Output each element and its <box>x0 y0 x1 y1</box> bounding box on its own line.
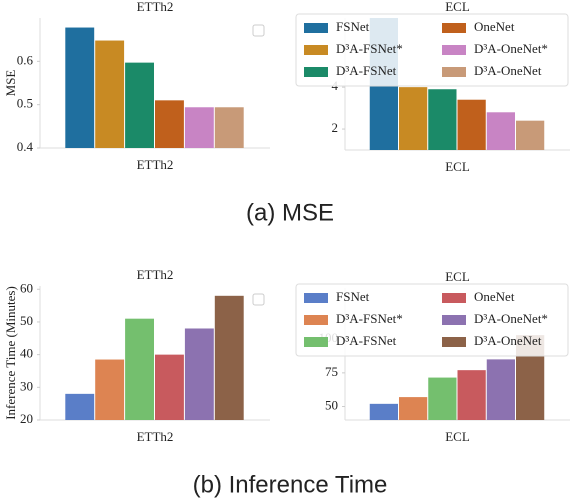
bar <box>125 318 154 420</box>
legend-swatch <box>442 337 466 347</box>
y-tick-label: 0.5 <box>17 96 33 111</box>
legend-label: OneNet <box>474 19 515 34</box>
x-tick-label: ECL <box>445 429 470 444</box>
bar <box>95 359 125 420</box>
y-tick-label: 30 <box>20 378 33 393</box>
bar <box>516 120 545 150</box>
y-tick-label: 40 <box>20 346 33 361</box>
empty-legend <box>252 24 265 37</box>
bar <box>457 370 486 420</box>
y-axis-label: Inference Time (Minutes) <box>3 286 18 420</box>
legend-swatch <box>304 45 328 55</box>
legend-label: D³A-OneNet <box>474 333 542 348</box>
bar <box>428 89 457 150</box>
legend-label: FSNet <box>336 289 370 304</box>
legend-swatch <box>442 293 466 303</box>
legend-swatch <box>304 67 328 77</box>
legend-label: D³A-OneNet* <box>474 311 548 326</box>
legend-label: D³A-OneNet* <box>474 41 548 56</box>
bar <box>95 40 125 148</box>
legend-swatch <box>304 337 328 347</box>
chart-title: ECL <box>445 0 470 14</box>
legend-label: FSNet <box>336 19 370 34</box>
legend-swatch <box>442 23 466 33</box>
bar <box>155 354 184 420</box>
y-tick-label: 60 <box>20 280 33 295</box>
bar <box>486 359 515 420</box>
legend-label: OneNet <box>474 289 515 304</box>
caption: (a) MSE <box>246 199 334 226</box>
bar <box>65 393 95 420</box>
chart-title: ETTh2 <box>137 267 174 282</box>
y-tick-label: 75 <box>325 364 338 379</box>
x-tick-label: ETTh2 <box>137 157 174 172</box>
chart-title: ETTh2 <box>137 0 174 14</box>
bar <box>457 99 486 150</box>
x-tick-label: ECL <box>445 159 470 174</box>
bar <box>125 62 154 149</box>
legend-swatch <box>442 45 466 55</box>
y-tick-label: 2 <box>332 120 339 135</box>
y-tick-label: 50 <box>20 313 33 328</box>
y-tick-label: 50 <box>325 398 338 413</box>
legend-box <box>295 13 569 87</box>
legend-label: D³A-FSNet* <box>336 311 403 326</box>
legend-swatch <box>304 315 328 325</box>
bar <box>486 112 515 150</box>
legend-swatch <box>442 315 466 325</box>
bar <box>65 27 95 148</box>
y-tick-label: 0.6 <box>17 52 34 67</box>
legend-label: D³A-FSNet <box>336 333 397 348</box>
x-tick-label: ETTh2 <box>137 429 174 444</box>
legend-label: D³A-FSNet <box>336 63 397 78</box>
bar <box>399 87 428 150</box>
chart-title: ECL <box>445 269 470 284</box>
y-tick-label: 20 <box>20 411 33 426</box>
caption: (b) Inference Time <box>193 471 388 498</box>
legend-swatch <box>304 293 328 303</box>
bar <box>214 295 244 420</box>
legend-swatch <box>442 67 466 77</box>
legend-box <box>295 283 569 357</box>
bar <box>214 107 244 148</box>
bar <box>155 100 184 148</box>
legend-label: D³A-OneNet <box>474 63 542 78</box>
y-axis-label: MSE <box>3 70 18 97</box>
empty-legend <box>252 293 265 306</box>
bar <box>184 107 214 148</box>
bar <box>399 397 428 420</box>
legend-swatch <box>304 23 328 33</box>
bar <box>184 328 214 420</box>
bar <box>428 377 457 420</box>
legend-label: D³A-FSNet* <box>336 41 403 56</box>
bar <box>369 403 398 420</box>
y-tick-label: 0.4 <box>17 139 34 154</box>
